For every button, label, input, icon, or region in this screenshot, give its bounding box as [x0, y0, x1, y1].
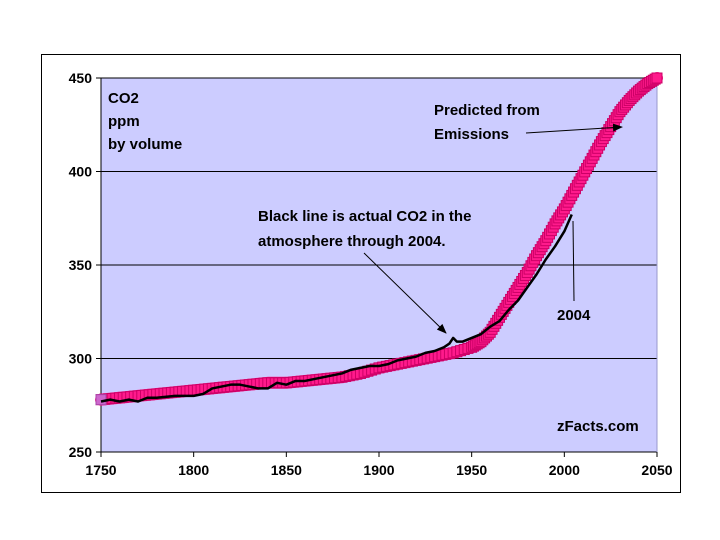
actual-series-line	[100, 214, 573, 403]
predicted-point	[651, 72, 663, 84]
x-tick-label-1800: 1800	[178, 462, 209, 478]
annotation-predicted-line: Predicted from	[434, 102, 540, 119]
annotation-actual-arrow	[363, 252, 447, 334]
x-tick-label-2000: 2000	[549, 462, 580, 478]
x-tick-label-1950: 1950	[456, 462, 487, 478]
annotation-actual-line: Black line is actual CO2 in the	[258, 208, 471, 225]
annotations: CO2 ppm by volume Predicted from Emissions Bl…	[108, 90, 639, 435]
annotation-2004: 2004	[557, 307, 591, 324]
y-axis-title-line: by volume	[108, 136, 182, 153]
source-label: zFacts.com	[557, 418, 639, 435]
series-layer	[95, 72, 663, 406]
y-axis-title-line: ppm	[108, 113, 140, 130]
gridlines	[101, 77, 657, 359]
x-tick-label-1900: 1900	[363, 462, 394, 478]
source-label-line: zFacts.com	[557, 418, 639, 435]
y-tick-label-400: 400	[69, 164, 93, 180]
y-axis-title: CO2 ppm by volume	[108, 90, 182, 153]
annotation-2004-line: 2004	[557, 307, 591, 324]
y-tick-label-450: 450	[69, 70, 93, 86]
x-tick-label-1750: 1750	[85, 462, 116, 478]
annotation-predicted: Predicted from Emissions	[434, 102, 540, 143]
y-tick-label-300: 300	[69, 351, 93, 367]
annotation-actual-line: atmosphere through 2004.	[258, 233, 446, 250]
y-tick-label-350: 350	[69, 257, 93, 273]
annotation-predicted-line: Emissions	[434, 126, 509, 143]
annotation-predicted-arrow	[525, 123, 623, 134]
x-tick-label-2050: 2050	[641, 462, 672, 478]
y-tick-label-250: 250	[69, 444, 93, 460]
chart-frame: 250 300 350 400 450 1750 1800 1850 1900 1950 2000 2…	[41, 54, 681, 493]
co2-chart: 250 300 350 400 450 1750 1800 1850 1900 1950 2000 2…	[69, 70, 673, 478]
tick-labels: 250 300 350 400 450 1750 1800 1850 1900 1950 2000 2…	[69, 70, 673, 478]
annotation-2004-leader	[572, 220, 575, 302]
annotation-actual: Black line is actual CO2 in the atmospher…	[258, 208, 471, 250]
axes	[96, 77, 658, 457]
y-axis-title-line: CO2	[108, 90, 139, 107]
x-tick-label-1850: 1850	[271, 462, 302, 478]
